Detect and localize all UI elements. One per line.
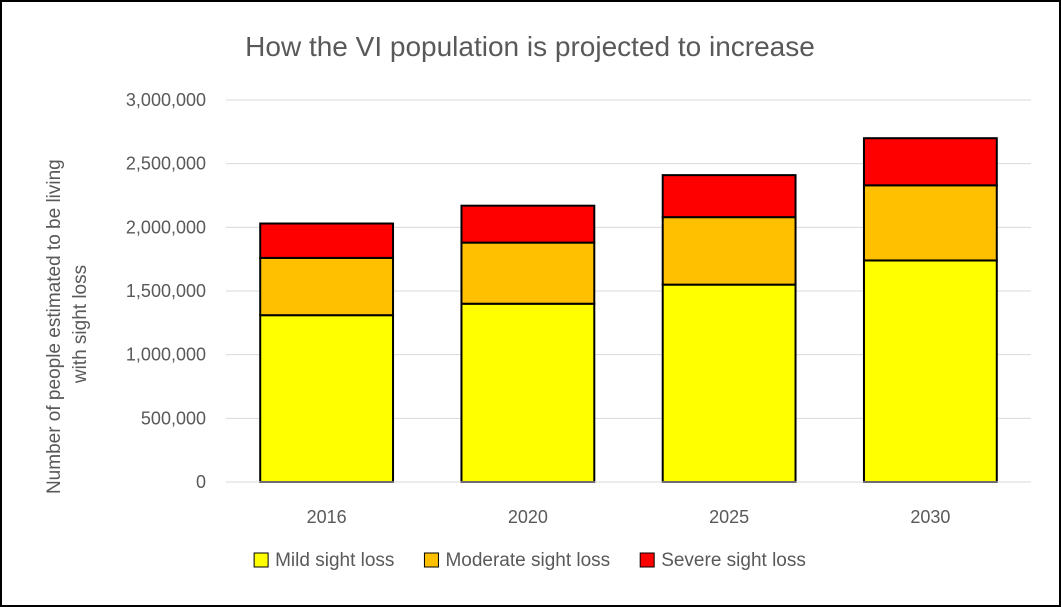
legend-label: Mild sight loss [275, 550, 394, 571]
legend-item: Moderate sight loss [423, 550, 610, 571]
x-tick-label: 2020 [508, 507, 548, 527]
legend-swatch [253, 552, 269, 568]
x-tick-label: 2016 [307, 507, 347, 527]
bar-segment-severe-sight-loss-2025 [661, 174, 797, 219]
legend-item: Severe sight loss [639, 550, 806, 571]
legend-label: Moderate sight loss [445, 550, 610, 571]
y-tick-label: 2,500,000 [126, 154, 206, 174]
x-axis-tick-labels: 2016 2020 2025 2030 [307, 507, 951, 527]
y-tick-label: 1,000,000 [126, 345, 206, 365]
bar-segment-moderate-sight-loss-2030 [862, 184, 998, 262]
bar-segment-moderate-sight-loss-2020 [460, 241, 596, 305]
bar-segment-severe-sight-loss-2020 [460, 204, 596, 244]
legend-item: Mild sight loss [253, 550, 394, 571]
bar-segment-severe-sight-loss-2016 [259, 222, 395, 259]
bar-segment-severe-sight-loss-2030 [862, 137, 998, 187]
y-tick-label: 500,000 [141, 408, 206, 428]
bar-segment-mild-sight-loss-2030 [862, 259, 998, 483]
legend: Mild sight loss Moderate sight loss Severe… [253, 550, 806, 571]
y-axis-title-line-1: Number of people estimated to be living [44, 159, 65, 494]
bar-segment-mild-sight-loss-2020 [460, 302, 596, 483]
x-tick-label: 2025 [709, 507, 749, 527]
legend-swatch [639, 552, 655, 568]
y-tick-label: 1,500,000 [126, 281, 206, 301]
y-tick-label: 3,000,000 [126, 90, 206, 110]
y-axis-tick-labels: 0 500,000 1,000,000 1,500,000 2,000,000 2,500… [126, 90, 206, 492]
x-tick-label: 2030 [910, 507, 950, 527]
legend-label: Severe sight loss [661, 550, 806, 571]
y-axis-title: Number of people estimated to be living … [44, 154, 91, 494]
bar-series [259, 137, 998, 483]
legend-swatch [423, 552, 439, 568]
y-axis-title-line-2: with sight loss [70, 265, 91, 384]
bar-segment-mild-sight-loss-2025 [661, 283, 797, 483]
y-tick-label: 0 [196, 472, 206, 492]
bar-segment-moderate-sight-loss-2025 [661, 216, 797, 286]
chart-title: How the VI population is projected to in… [245, 31, 815, 62]
bar-segment-mild-sight-loss-2016 [259, 314, 395, 483]
y-tick-label: 2,000,000 [126, 217, 206, 237]
bar-segment-moderate-sight-loss-2016 [259, 256, 395, 317]
